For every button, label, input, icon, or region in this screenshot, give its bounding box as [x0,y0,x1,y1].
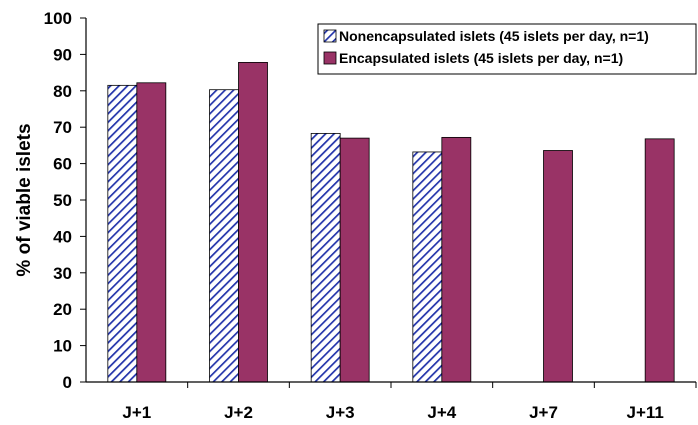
y-tick-label: 10 [53,337,72,356]
legend-label: Nonencapsulated islets (45 islets per da… [339,28,649,44]
bar-encapsulated-Jplus2 [238,62,268,383]
bar-encapsulated-Jplus3 [339,137,370,383]
y-tick-label: 0 [63,373,72,392]
y-tick-label: 20 [53,300,72,319]
y-tick-label: 30 [53,264,72,283]
x-tick-label: J+3 [326,403,355,422]
legend-swatch [323,51,337,65]
x-tick-label: J+2 [224,403,253,422]
y-tick-label: 80 [53,82,72,101]
y-tick-label: 60 [53,155,72,174]
legend-label: Encapsulated islets (45 islets per day, … [339,50,623,66]
y-tick-label: 90 [53,45,72,64]
x-tick-label: J+1 [122,403,151,422]
y-tick-label: 100 [44,9,72,28]
x-tick-label: J+11 [626,403,663,422]
y-tick-label: 50 [53,191,72,210]
bar-encapsulated-Jplus7 [543,150,573,383]
legend-box [317,23,697,75]
bar-encapsulated-Jplus4 [441,136,472,383]
x-tick-label: J+7 [529,403,558,422]
bar-encapsulated-Jplus1 [136,82,167,383]
bar-nonencapsulated-Jplus4 [412,151,443,383]
x-tick-label: J+4 [427,403,456,422]
bar-nonencapsulated-Jplus1 [107,84,138,383]
y-axis-title: % of viable islets [14,123,35,276]
legend: Nonencapsulated islets (45 islets per da… [317,23,697,75]
bar-nonencapsulated-Jplus3 [310,132,341,383]
bar-encapsulated-Jplus11 [644,138,675,383]
y-tick-label: 40 [53,227,72,246]
bar-nonencapsulated-Jplus2 [209,89,239,383]
legend-swatch [323,29,337,43]
y-tick-label: 70 [53,118,72,137]
